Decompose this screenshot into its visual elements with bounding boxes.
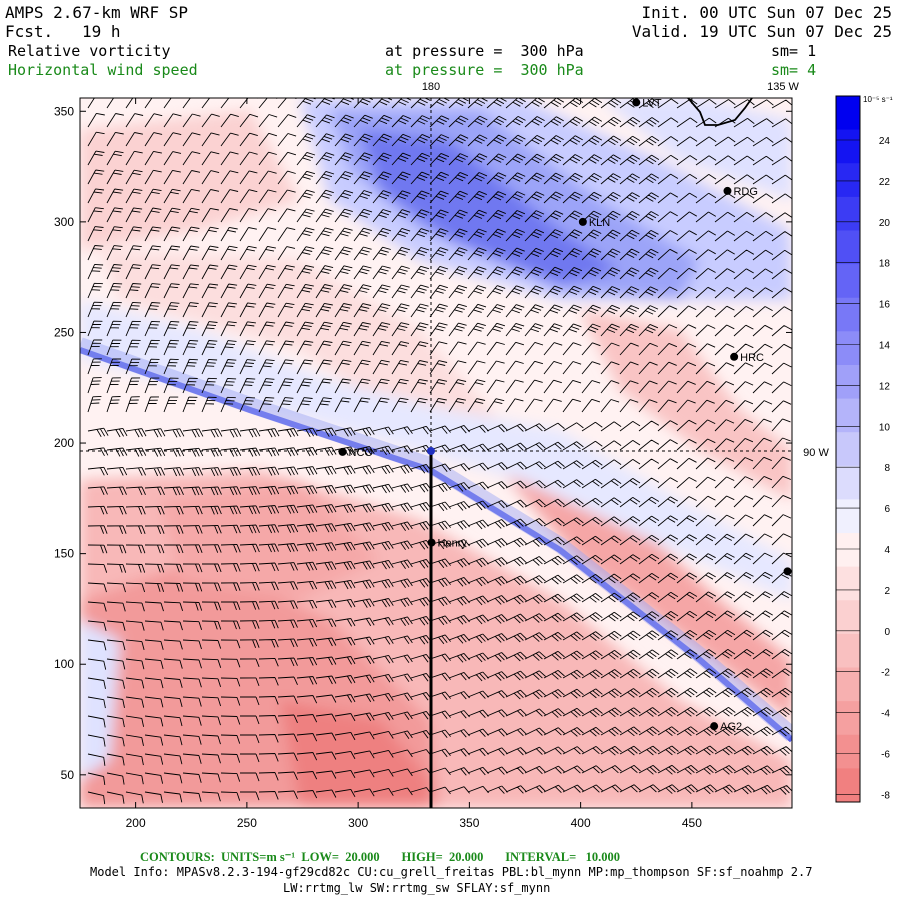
valid-time: Valid. 19 UTC Sun 07 Dec 25 [631, 22, 892, 41]
field2-pressure: at pressure = 300 hPa [385, 61, 584, 79]
forecast-hour: 19 h [82, 22, 121, 41]
lon-label-180: 180 [422, 81, 440, 93]
colorbar-cell [836, 701, 860, 736]
colorbar-cell [836, 398, 860, 433]
station-label: Henry [438, 538, 468, 550]
station-label: AG2 [720, 721, 742, 733]
vorticity-field [80, 98, 792, 808]
colorbar-label: 4 [884, 545, 890, 556]
station-dot [632, 98, 641, 107]
model-title: AMPS 2.67-km WRF SP [5, 3, 189, 22]
colorbar-label: -6 [881, 750, 890, 761]
station-label: RDG [733, 186, 757, 198]
station-dot [710, 722, 719, 731]
y-tick-label: 350 [54, 104, 74, 118]
colorbar-cell [836, 163, 860, 198]
forecast-label: Fcst. [5, 22, 54, 41]
colorbar-unit: 10⁻⁵ s⁻¹ [863, 95, 893, 104]
colorbar-cell [836, 566, 860, 601]
colorbar-cell [836, 667, 860, 702]
colorbar-label: 0 [884, 627, 890, 638]
x-tick-label: 200 [126, 816, 146, 830]
contours-info: CONTOURS: UNITS=m s⁻¹ LOW= 20.000 HIGH= … [140, 850, 621, 864]
colorbar-cell [836, 465, 860, 500]
x-tick-label: 400 [571, 816, 591, 830]
colorbar-cell [836, 432, 860, 467]
colorbar-cell [836, 297, 860, 332]
field2-smoothing: sm= 4 [771, 61, 817, 79]
station-dot [338, 447, 347, 456]
field2-name: Horizontal wind speed [8, 61, 198, 79]
x-tick-label: 250 [237, 816, 257, 830]
model-info-physics: LW:rrtmg_lw SW:rrtmg_sw SFLAY:sf_mynn [283, 881, 551, 895]
colorbar-label: -2 [881, 668, 890, 679]
colorbar-label: -8 [881, 790, 890, 801]
colorbar-cell [836, 230, 860, 265]
station-dot [427, 538, 436, 547]
station-label: KLN [589, 217, 610, 229]
colorbar-cell [836, 129, 860, 164]
colorbar-cell [836, 499, 860, 534]
station-dot [730, 352, 739, 361]
colorbar-label: 16 [879, 300, 891, 311]
station-dot [578, 217, 587, 226]
init-time: Init. 00 UTC Sun 07 Dec 25 [641, 3, 892, 22]
field1-name: Relative vorticity [8, 42, 171, 60]
field1-pressure: at pressure = 300 hPa [385, 42, 584, 60]
colorbar-cell [836, 364, 860, 400]
lon-label-90w: 90 W [803, 447, 829, 459]
x-tick-label: 350 [459, 816, 479, 830]
colorbar-cell [836, 96, 860, 131]
colorbar-cell [836, 734, 860, 769]
y-tick-label: 150 [54, 547, 74, 561]
station-dot [723, 186, 732, 195]
colorbar-label: 18 [879, 259, 891, 270]
colorbar-label: 20 [879, 218, 891, 229]
colorbar-cell [836, 600, 860, 635]
colorbar-label: 14 [879, 341, 891, 352]
axis-ticks: 200 250 300 350 400 450 50 100 150 200 250 300 350 [54, 98, 792, 830]
station-label: NCO [349, 447, 374, 459]
colorbar-cell [836, 196, 860, 231]
station-dot [783, 567, 792, 576]
colorbar-cell [836, 768, 860, 803]
station-markers: LVT RDG KLN HRC NCO Henry AG2 [338, 97, 792, 733]
colorbar-label: -4 [881, 709, 890, 720]
station-label: LVT [642, 97, 662, 109]
wind-barbs [87, 98, 792, 805]
section-origin-marker [427, 447, 435, 455]
colorbar-label: 10 [879, 422, 891, 433]
colorbar-label: 24 [879, 136, 891, 147]
y-tick-label: 200 [54, 436, 74, 450]
y-tick-label: 250 [54, 325, 74, 339]
x-tick-label: 450 [682, 816, 702, 830]
colorbar-cell [836, 533, 860, 568]
colorbar-cell [836, 633, 860, 669]
colorbar-label: 8 [884, 463, 890, 474]
y-tick-label: 100 [54, 657, 74, 671]
y-tick-label: 300 [54, 215, 74, 229]
colorbar-label: 6 [884, 504, 890, 515]
station-label: HRC [740, 352, 764, 364]
lon-label-135w: 135 W [767, 81, 799, 93]
colorbar-cell [836, 331, 860, 366]
field1-smoothing: sm= 1 [771, 42, 817, 60]
x-tick-label: 300 [348, 816, 368, 830]
colorbar-label: 22 [879, 177, 891, 188]
colorbar-cell [836, 264, 860, 299]
colorbar-label: 12 [879, 381, 891, 392]
vorticity-map: LVT RDG KLN HRC NCO Henry AG2 200 250 300 350 400 4… [54, 81, 829, 830]
model-info: Model Info: MPASv8.2.3-194-gf29cd82c CU:… [90, 865, 813, 879]
y-tick-label: 50 [61, 768, 75, 782]
colorbar-label: 2 [884, 586, 890, 597]
